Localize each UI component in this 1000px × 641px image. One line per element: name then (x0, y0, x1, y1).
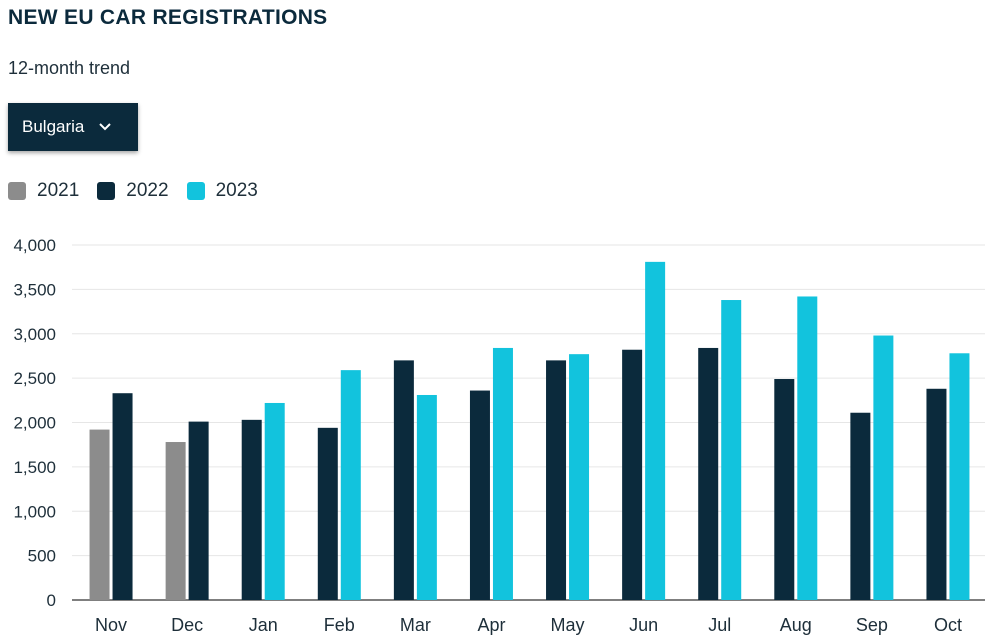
bar-2021-dec[interactable] (165, 442, 186, 600)
bar-2022-jun[interactable] (622, 349, 643, 600)
legend-label-2022: 2022 (126, 180, 169, 201)
x-tick-label: May (551, 615, 585, 635)
legend-item-2023[interactable]: 2023 (186, 180, 258, 202)
y-tick-label: 500 (28, 547, 56, 566)
bar-2022-feb[interactable] (317, 427, 338, 600)
y-tick-label: 1,500 (13, 458, 56, 477)
bar-2022-jan[interactable] (241, 419, 262, 600)
x-tick-label: Jan (249, 615, 278, 635)
bar-2023-sep[interactable] (873, 335, 894, 600)
bar-2022-nov[interactable] (112, 393, 133, 600)
chart-title: NEW EU CAR REGISTRATIONS (8, 6, 328, 29)
bar-2022-mar[interactable] (393, 360, 414, 600)
legend-swatch-2021 (8, 182, 26, 200)
bar-2023-may[interactable] (569, 354, 590, 600)
x-tick-label: Nov (95, 615, 127, 635)
country-dropdown-label: Bulgaria (22, 117, 85, 136)
bar-2022-aug[interactable] (774, 379, 795, 600)
bar-2023-apr[interactable] (492, 347, 513, 600)
bar-2022-sep[interactable] (850, 412, 871, 600)
x-tick-label: Oct (934, 615, 962, 635)
bar-chart: 0 500 1,000 1,500 2,000 2,500 3,000 3,500 4,000 N… (13, 236, 985, 635)
legend-swatch-2022 (97, 182, 116, 200)
y-tick-label: 2,500 (13, 369, 56, 388)
bar-2022-dec[interactable] (188, 421, 209, 600)
legend-item-2022[interactable]: 2022 (97, 180, 169, 202)
bar-2023-aug[interactable] (797, 296, 818, 600)
x-tick-label: Jun (629, 615, 658, 635)
chart-subtitle: 12-month trend (8, 58, 131, 78)
country-dropdown[interactable]: Bulgaria (8, 103, 138, 151)
y-tick-label: 2,000 (13, 414, 56, 433)
bar-2023-feb[interactable] (340, 370, 361, 600)
legend-item-2021[interactable]: 2021 (8, 180, 79, 202)
bar-2023-mar[interactable] (416, 394, 437, 600)
chart-legend: 2021 2022 2023 (8, 180, 276, 202)
x-tick-label: Dec (171, 615, 203, 635)
x-tick-label: Sep (856, 615, 888, 635)
x-tick-label: Feb (324, 615, 355, 635)
y-tick-label: 4,000 (13, 236, 56, 255)
x-tick-label: Apr (477, 615, 505, 635)
bar-2022-oct[interactable] (926, 388, 947, 600)
bar-2022-jul[interactable] (698, 347, 719, 600)
bar-2023-jul[interactable] (721, 300, 742, 600)
y-tick-label: 1,000 (13, 502, 56, 521)
bar-2022-may[interactable] (546, 360, 567, 600)
legend-label-2023: 2023 (215, 180, 258, 201)
bar-2023-jun[interactable] (645, 261, 666, 600)
bar-2021-nov[interactable] (89, 429, 110, 600)
bar-2023-oct[interactable] (949, 353, 970, 600)
y-tick-label: 0 (47, 591, 56, 610)
legend-label-2021: 2021 (37, 180, 80, 201)
x-tick-label: Aug (780, 615, 812, 635)
chevron-down-icon (99, 123, 112, 131)
y-tick-label: 3,000 (13, 325, 56, 344)
bar-2023-jan[interactable] (264, 402, 285, 600)
bar-2022-apr[interactable] (469, 390, 490, 600)
legend-swatch-2023 (186, 182, 205, 200)
y-tick-label: 3,500 (13, 280, 56, 299)
x-tick-label: Jul (708, 615, 731, 635)
x-tick-label: Mar (400, 615, 431, 635)
